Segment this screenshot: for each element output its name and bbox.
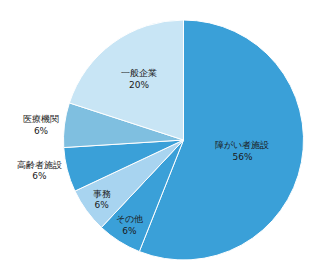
svg-text:医療機関6%: 医療機関6% — [23, 114, 59, 136]
svg-text:障がい者施設56%: 障がい者施設56% — [215, 140, 269, 162]
svg-text:その他6%: その他6% — [116, 214, 143, 236]
svg-text:事務6%: 事務6% — [93, 189, 111, 211]
svg-text:一般企業20%: 一般企業20% — [121, 68, 157, 90]
svg-text:高齢者施設6%: 高齢者施設6% — [17, 160, 62, 182]
